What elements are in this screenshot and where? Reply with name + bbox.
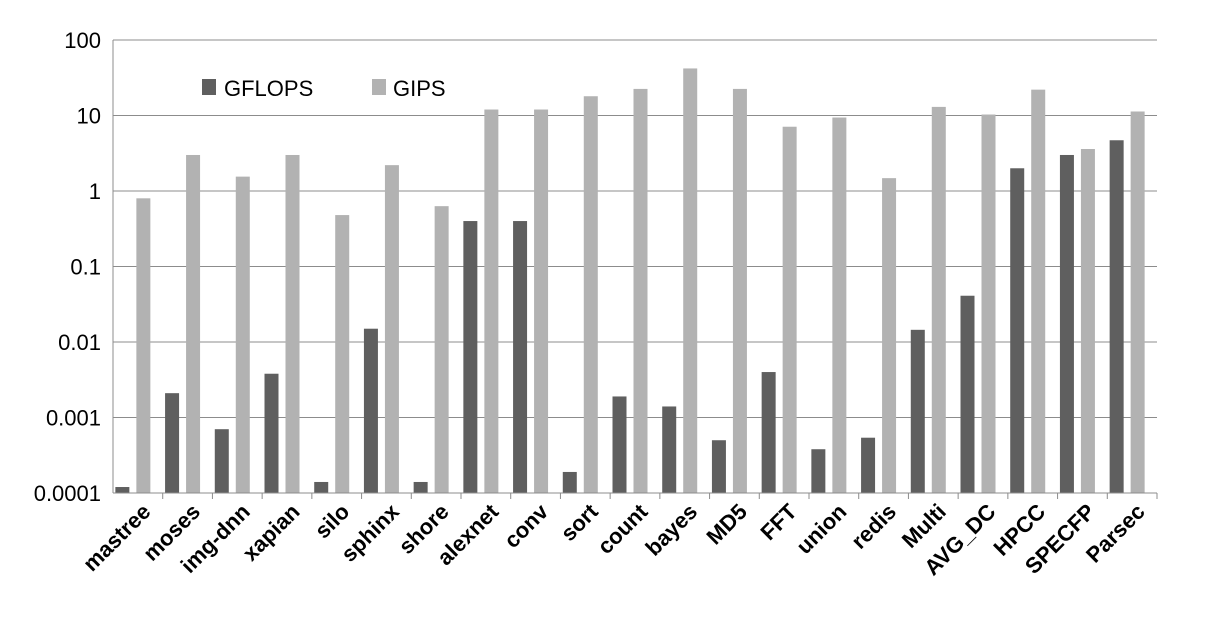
bar-gflops-avg_dc: [960, 295, 975, 493]
bar-gips-parsec: [1130, 111, 1145, 493]
y-tick-label: 0.001: [46, 406, 101, 431]
x-tick-label: redis: [846, 499, 901, 554]
bar-gips-multi: [931, 106, 946, 493]
bar-gflops-xapian: [264, 373, 279, 493]
legend: GFLOPS GIPS: [202, 76, 446, 101]
bar-gips-img-dnn: [235, 176, 250, 494]
bar-gips-conv: [534, 109, 549, 493]
bar-gips-sphinx: [384, 165, 399, 493]
bar-gflops-bayes: [662, 406, 677, 493]
bar-gips-fft: [782, 126, 797, 494]
x-tick-label: mastree: [78, 499, 155, 576]
bar-gips-hpcc: [1031, 89, 1046, 493]
legend-label-gflops: GFLOPS: [224, 76, 313, 101]
legend-label-gips: GIPS: [393, 76, 446, 101]
y-tick-label: 0.1: [70, 255, 101, 280]
bar-gips-bayes: [683, 68, 698, 494]
x-tick-label: union: [791, 499, 851, 559]
bar-gips-union: [832, 117, 847, 494]
bar-gips-count: [633, 88, 648, 493]
bar-gips-md5: [732, 88, 747, 493]
y-tick-label: 0.0001: [34, 481, 101, 506]
bar-gflops-union: [811, 449, 826, 493]
bars: [115, 68, 1145, 494]
x-tick-label: MD5: [701, 499, 752, 550]
bar-gips-moses: [186, 154, 201, 493]
bar-gips-silo: [335, 215, 350, 493]
bar-gflops-hpcc: [1010, 168, 1025, 494]
y-tick-label: 1: [89, 179, 101, 204]
bar-gflops-md5: [711, 440, 726, 493]
bar-gips-sort: [583, 96, 598, 493]
y-tick-label: 10: [77, 104, 101, 129]
x-tick-label: xapian: [238, 499, 305, 566]
bar-gips-shore: [434, 206, 449, 494]
bar-gips-avg_dc: [981, 114, 996, 493]
bar-gflops-sort: [562, 471, 577, 493]
bar-gflops-multi: [910, 329, 925, 493]
bar-gflops-sphinx: [363, 328, 378, 493]
x-tick-label: bayes: [640, 499, 702, 561]
y-tick-label: 100: [64, 28, 101, 53]
legend-swatch-gflops: [202, 79, 216, 95]
x-tick-label: count: [593, 498, 653, 558]
bar-gips-specfp: [1080, 148, 1095, 494]
legend-swatch-gips: [372, 79, 386, 95]
x-tick-label: conv: [499, 498, 554, 553]
y-tick-label: 0.01: [58, 330, 101, 355]
bar-gips-redis: [882, 178, 897, 493]
bar-gips-alexnet: [484, 109, 499, 493]
bar-gflops-count: [612, 396, 627, 493]
bar-gflops-alexnet: [463, 221, 478, 493]
bar-gflops-moses: [165, 393, 180, 493]
bar-gips-xapian: [285, 154, 300, 493]
bar-gflops-shore: [413, 481, 428, 493]
bar-gflops-silo: [314, 481, 329, 493]
bar-gips-mastree: [136, 198, 151, 493]
bar-gflops-redis: [861, 437, 876, 493]
y-axis: 0.0001 0.001 0.01 0.1 1 10 100: [34, 28, 114, 506]
bar-gflops-parsec: [1109, 140, 1124, 494]
bar-gflops-fft: [761, 372, 776, 493]
bar-gflops-conv: [513, 221, 528, 493]
bar-gflops-img-dnn: [214, 429, 229, 493]
bar-gflops-mastree: [115, 487, 130, 493]
x-tick-label: sphinx: [336, 498, 404, 566]
bar-gflops-specfp: [1059, 154, 1074, 493]
